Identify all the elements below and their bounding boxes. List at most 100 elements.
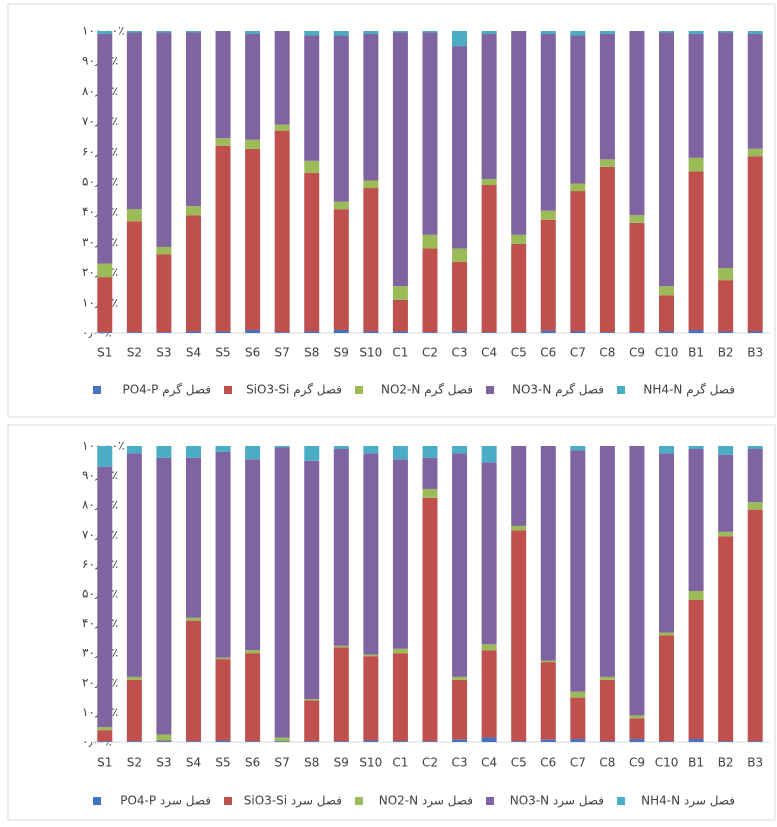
bar-segment bbox=[511, 525, 527, 531]
bar-segment bbox=[540, 219, 556, 331]
x-tick-label: S5 bbox=[215, 756, 230, 770]
legend-swatch bbox=[617, 386, 625, 394]
bar-segment bbox=[156, 741, 172, 742]
bar-segment bbox=[481, 644, 497, 651]
bar-segment bbox=[274, 124, 290, 131]
x-tick-label: C10 bbox=[655, 756, 679, 770]
bar-segment bbox=[570, 191, 586, 332]
x-tick-label: S3 bbox=[156, 756, 171, 770]
bar-segment bbox=[392, 32, 408, 287]
bar-segment bbox=[599, 166, 615, 333]
bar-segment bbox=[422, 332, 438, 333]
bar-segment bbox=[304, 699, 320, 701]
bar-segment bbox=[126, 446, 142, 454]
bar-segment bbox=[540, 739, 556, 742]
bar-segment bbox=[126, 741, 142, 742]
bar-segment bbox=[333, 446, 349, 449]
bar-segment bbox=[747, 741, 763, 742]
bar-segment bbox=[570, 35, 586, 184]
bar-segment bbox=[274, 31, 290, 125]
bar-segment bbox=[185, 620, 201, 742]
y-tick-label: ۱۰۰٫۰۰٪ bbox=[82, 24, 125, 38]
x-tick-label: C9 bbox=[629, 756, 645, 770]
bar-segment bbox=[570, 697, 586, 740]
bar-segment bbox=[452, 676, 468, 680]
x-tick-label: S8 bbox=[304, 756, 319, 770]
bar-segment bbox=[688, 591, 704, 600]
legend-swatch bbox=[355, 797, 363, 805]
bar-segment bbox=[511, 332, 527, 333]
bar-segment bbox=[185, 31, 201, 33]
x-tick-label: C8 bbox=[599, 756, 615, 770]
legend-label: فصل سرد SiO3-Si bbox=[244, 794, 342, 809]
bar-segment bbox=[452, 453, 468, 677]
bar-segment bbox=[215, 331, 231, 333]
bar-segment bbox=[363, 656, 379, 741]
bar-segment bbox=[511, 446, 527, 526]
x-tick-label: S3 bbox=[156, 346, 171, 360]
x-tick-label: C4 bbox=[481, 756, 497, 770]
bar-segment bbox=[511, 243, 527, 333]
bar-segment bbox=[156, 254, 172, 333]
bar-segment bbox=[629, 446, 645, 716]
bar-segment bbox=[747, 509, 763, 742]
bar-segment bbox=[659, 286, 675, 296]
bar-segment bbox=[245, 459, 261, 651]
bar-segment bbox=[540, 330, 556, 333]
bar-segment bbox=[540, 660, 556, 663]
x-tick-label: C5 bbox=[511, 346, 527, 360]
bar-segment bbox=[126, 31, 142, 33]
bar-segment bbox=[481, 178, 497, 186]
y-tick-label: ۱۰۰٫۰۰٪ bbox=[82, 439, 125, 453]
bar-segment bbox=[97, 730, 113, 742]
x-tick-label: C8 bbox=[599, 346, 615, 360]
bar-segment bbox=[245, 139, 261, 149]
x-tick-label: B1 bbox=[688, 346, 704, 360]
x-tick-label: C6 bbox=[540, 756, 556, 770]
bar-segment bbox=[688, 31, 704, 35]
bar-segment bbox=[570, 31, 586, 36]
bar-segment bbox=[570, 183, 586, 192]
bar-segment bbox=[629, 215, 645, 223]
x-tick-label: C2 bbox=[422, 346, 438, 360]
bar-segment bbox=[274, 741, 290, 742]
bar-segment bbox=[511, 530, 527, 742]
bar-segment bbox=[97, 263, 113, 278]
x-tick-label: S2 bbox=[127, 756, 142, 770]
bar-segment bbox=[659, 31, 675, 33]
bar-segment bbox=[156, 31, 172, 33]
x-tick-label: S5 bbox=[215, 346, 230, 360]
bar-segment bbox=[304, 446, 320, 461]
x-tick-label: B2 bbox=[718, 756, 734, 770]
bar-segment bbox=[215, 657, 231, 660]
bar-segment bbox=[629, 222, 645, 333]
bar-segment bbox=[185, 741, 201, 742]
bar-segment bbox=[363, 180, 379, 189]
bar-segment bbox=[156, 246, 172, 255]
bar-segment bbox=[481, 446, 497, 463]
bar-segment bbox=[599, 741, 615, 742]
bar-segment bbox=[659, 446, 675, 454]
legend-label: فصل سرد NO2-N bbox=[379, 794, 473, 809]
x-tick-label: C4 bbox=[481, 346, 497, 360]
bar-segment bbox=[570, 331, 586, 333]
bar-segment bbox=[215, 659, 231, 741]
bar-segment bbox=[156, 740, 172, 742]
bar-segment bbox=[245, 650, 261, 654]
legend-swatch bbox=[93, 797, 101, 805]
bar-segment bbox=[363, 188, 379, 332]
bar-segment bbox=[452, 262, 468, 332]
x-tick-label: C1 bbox=[392, 756, 408, 770]
bar-segment bbox=[363, 34, 379, 181]
x-tick-label: C10 bbox=[655, 346, 679, 360]
bar-segment bbox=[97, 31, 113, 35]
bar-segment bbox=[747, 31, 763, 35]
bar-segment bbox=[126, 679, 142, 742]
bar-segment bbox=[274, 332, 290, 333]
bar-segment bbox=[363, 740, 379, 742]
bar-segment bbox=[422, 248, 438, 333]
x-tick-label: S4 bbox=[186, 756, 201, 770]
bar-segment bbox=[304, 160, 320, 173]
bar-segment bbox=[570, 450, 586, 692]
bar-segment bbox=[452, 46, 468, 249]
